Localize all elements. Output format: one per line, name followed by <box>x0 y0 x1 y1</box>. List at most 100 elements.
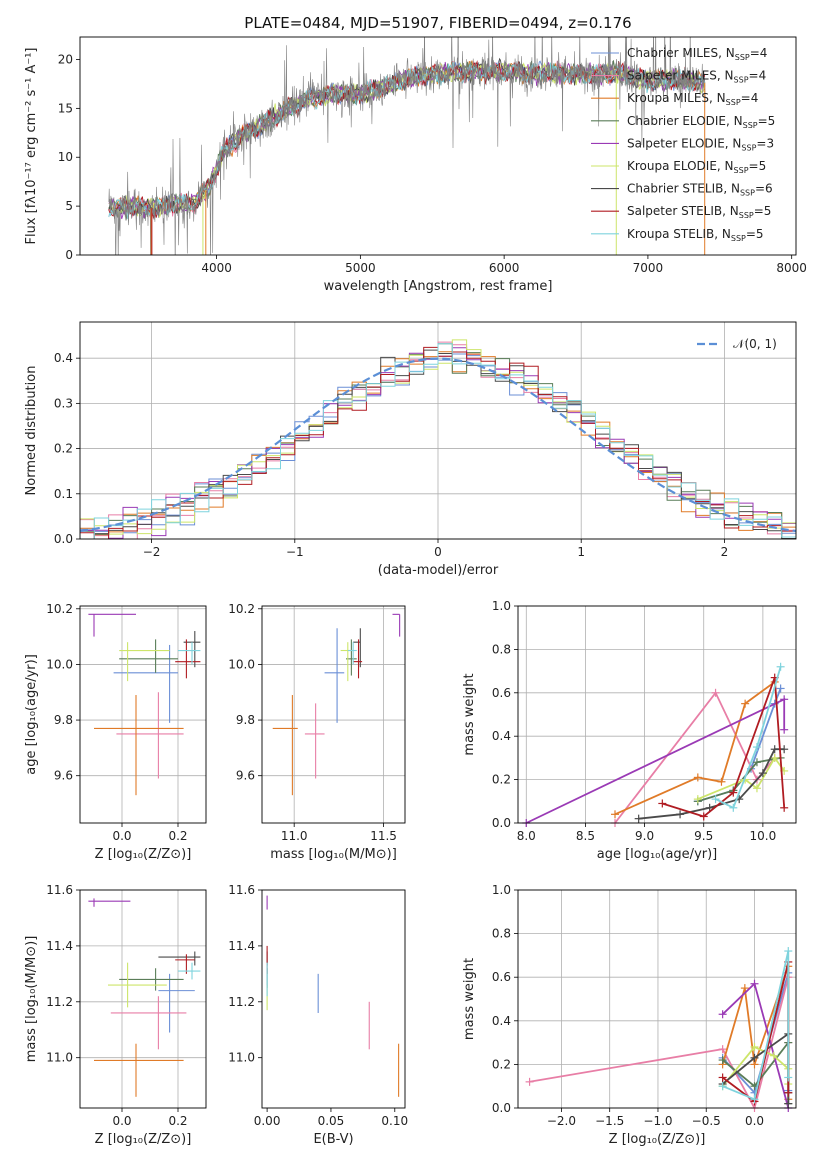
errorbar-point <box>178 642 201 665</box>
x-tick-label: 11.0 <box>281 829 308 843</box>
y-tick-label: 10.0 <box>228 657 255 671</box>
x-axis-label: Z [log₁₀(Z/Z⊙)] <box>95 847 192 862</box>
x-axis-label: age [log₁₀(age/yr)] <box>597 847 718 862</box>
legend-entry: Kroupa STELIB, NSSP=5 <box>627 227 764 243</box>
x-tick-label: 8.5 <box>576 829 595 843</box>
y-tick-label: 0.3 <box>54 396 73 410</box>
errorbar-point <box>353 639 363 679</box>
legend-entry: Salpeter MILES, NSSP=4 <box>627 69 766 85</box>
weight-line-8 <box>715 666 782 810</box>
y-tick-label: 0.6 <box>492 970 511 984</box>
x-tick-label: 0.0 <box>112 829 131 843</box>
errorbar-point <box>119 968 184 991</box>
y-tick-label: 10.2 <box>46 602 73 616</box>
y-tick-label: 0.6 <box>492 686 511 700</box>
y-tick-label: 0 <box>65 248 73 262</box>
axes-age-vs-Z: 0.0 0.2 9.6 9.8 10.0 10.2 Z [log₁₀(Z/Z⊙)] age [… <box>24 602 207 862</box>
weight-series <box>525 947 793 1112</box>
x-tick-label: 0.05 <box>318 1114 345 1128</box>
legend-entry: 𝒩(0, 1) <box>733 337 777 351</box>
y-tick-label: 9.6 <box>236 769 255 783</box>
errorbar-point <box>88 613 136 637</box>
errorbar-point <box>119 642 170 682</box>
y-tick-label: 11.0 <box>228 1051 255 1065</box>
axes-spectrum: 4000 5000 6000 7000 8000 0 5 10 15 20 wavelength [… <box>24 36 807 294</box>
errorbar-point <box>119 639 178 673</box>
x-tick-label: −1 <box>286 545 304 559</box>
axes-frame <box>79 889 207 1109</box>
x-tick-label: 0.00 <box>254 1114 281 1128</box>
x-tick-label: 11.5 <box>370 829 397 843</box>
y-tick-label: 0.8 <box>492 642 511 656</box>
x-tick-label: −1.0 <box>643 1114 672 1128</box>
x-axis-label: (data-model)/error <box>378 563 499 578</box>
axes-mass-weight-vs-Z: −2.0 −1.5 −1.0 −0.5 0.0 0.0 0.2 0.4 0.6 0.8 1.0 Z [… <box>462 883 797 1147</box>
axes-age-vs-mass: 11.0 11.5 9.6 9.8 10.0 10.2 mass [log₁₀(M/M⊙)] <box>228 602 406 862</box>
legend: Chabrier MILES, NSSP=4 Salpeter MILES, NS… <box>591 46 775 243</box>
legend-entry: Salpeter STELIB, NSSP=5 <box>627 204 771 220</box>
errorbar-point <box>113 644 178 723</box>
y-tick-label: 0.4 <box>54 351 73 365</box>
y-tick-label: 11.2 <box>46 995 73 1009</box>
x-tick-label: −2.0 <box>547 1114 576 1128</box>
axes-mass-vs-Z: 0.0 0.2 11.0 11.2 11.4 11.6 Z [log₁₀(Z/Z⊙)] mas… <box>24 883 207 1147</box>
weight-line-2 <box>614 681 776 816</box>
y-tick-label: 0.0 <box>492 1101 511 1115</box>
errorbar-point <box>158 973 195 1033</box>
x-tick-label: 9.0 <box>635 829 654 843</box>
y-tick-label: 0.8 <box>492 927 511 941</box>
y-tick-label: 1.0 <box>492 599 511 613</box>
errorbar-point <box>347 642 357 665</box>
histograms <box>80 339 796 539</box>
y-tick-label: 9.8 <box>54 713 73 727</box>
errorbar-point <box>158 951 201 966</box>
errorbar-point <box>392 613 401 637</box>
x-tick-label: 9.5 <box>694 829 713 843</box>
x-tick-label: 10.0 <box>750 829 777 843</box>
y-tick-label: 10 <box>58 150 73 164</box>
y-tick-label: 1.0 <box>492 883 511 897</box>
x-tick-label: 0.10 <box>381 1114 408 1128</box>
x-tick-label: −1.5 <box>595 1114 624 1128</box>
y-tick-label: 0.0 <box>492 816 511 830</box>
y-tick-label: 9.8 <box>236 713 255 727</box>
y-axis-label: mass weight <box>462 673 477 755</box>
x-tick-label: 5000 <box>345 261 376 275</box>
x-tick-label: 0.0 <box>745 1114 764 1128</box>
y-tick-label: 20 <box>58 52 73 66</box>
y-tick-label: 0.1 <box>54 487 73 501</box>
axes-frame <box>79 321 797 540</box>
y-tick-label: 9.6 <box>54 769 73 783</box>
axes-frame <box>261 605 406 824</box>
x-tick-label: −0.5 <box>692 1114 721 1128</box>
y-axis-label: Flux [fλ10⁻¹⁷ erg cm⁻² s⁻¹ A⁻¹] <box>24 48 39 245</box>
errorbar-point <box>110 996 187 1050</box>
axes-mass-weight-vs-age: 8.0 8.5 9.0 9.5 10.0 0.0 0.2 0.4 0.6 0.8 1.0 age [l… <box>462 599 797 862</box>
axes-frame <box>517 889 797 1109</box>
y-tick-label: 11.4 <box>46 939 73 953</box>
y-tick-label: 11.4 <box>228 939 255 953</box>
axes-residuals: −2 −1 0 1 2 0.0 0.1 0.2 0.3 0.4 (data-model)/error… <box>24 321 797 578</box>
errorbar-point <box>116 692 184 779</box>
y-tick-label: 15 <box>58 101 73 115</box>
legend-entry: Salpeter ELODIE, NSSP=3 <box>627 136 774 152</box>
y-axis-label: mass weight <box>462 958 477 1040</box>
weight-series <box>522 662 789 827</box>
x-tick-label: −2 <box>143 545 161 559</box>
errorbar-point <box>108 962 167 1008</box>
y-tick-label: 0.2 <box>492 1057 511 1071</box>
y-tick-label: 0.4 <box>492 1014 511 1028</box>
y-axis-label: mass [log₁₀(M/M⊙)] <box>24 936 39 1063</box>
errorbar-point <box>94 1043 184 1097</box>
x-tick-label: 1 <box>577 545 585 559</box>
x-tick-label: 0 <box>434 545 442 559</box>
y-tick-label: 5 <box>65 199 73 213</box>
errorbar-point <box>178 962 201 980</box>
x-tick-label: 8000 <box>776 261 807 275</box>
y-tick-label: 0.4 <box>492 729 511 743</box>
weight-line-5 <box>697 756 785 800</box>
y-axis-label: Normed distribution <box>24 366 39 496</box>
y-tick-label: 11.0 <box>46 1051 73 1065</box>
x-axis-label: Z [log₁₀(Z/Z⊙)] <box>95 1132 192 1147</box>
